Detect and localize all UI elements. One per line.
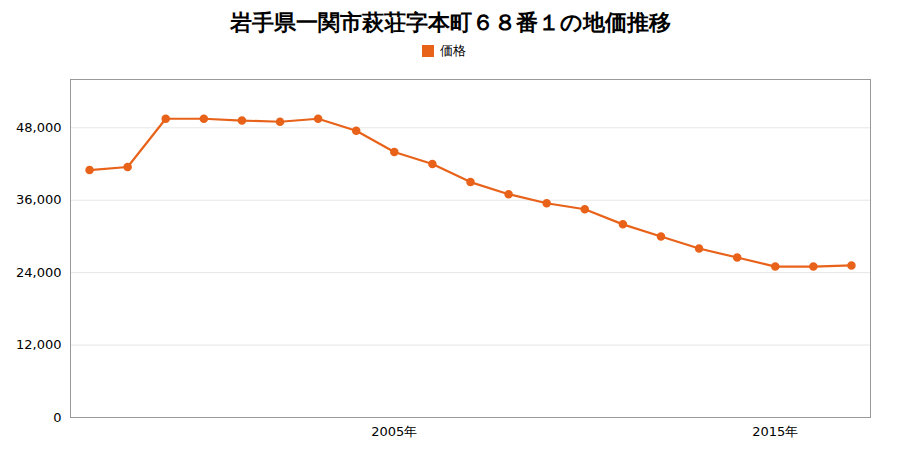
svg-text:36,000: 36,000 (16, 192, 62, 207)
svg-text:48,000: 48,000 (16, 120, 62, 135)
svg-text:0: 0 (53, 410, 61, 425)
svg-text:2015年: 2015年 (752, 424, 798, 439)
svg-text:24,000: 24,000 (16, 265, 62, 280)
svg-text:2005年: 2005年 (371, 424, 417, 439)
html-text:価格: 価格 (440, 43, 466, 58)
svg-text:12,000: 12,000 (16, 337, 62, 352)
html-text:岩手県一関市萩荘字本町６８番１の地価推移: 岩手県一関市萩荘字本町６８番１の地価推移 (229, 10, 671, 35)
